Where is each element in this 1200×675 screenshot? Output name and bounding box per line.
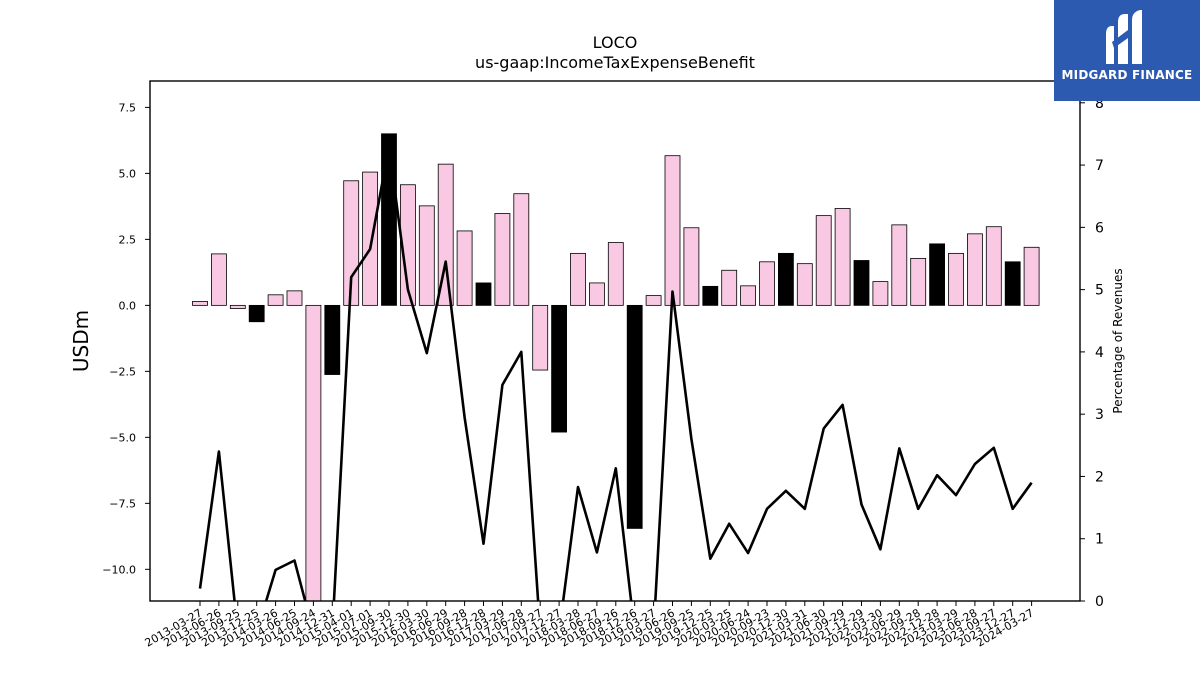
- midgard-m-logo-icon: [1106, 10, 1142, 64]
- bar-2020-12-30: [778, 252, 794, 306]
- bar-2023-06-28: [967, 233, 983, 306]
- y-axis-label: USDm: [69, 310, 93, 372]
- bar-2019-03-27: [645, 295, 662, 306]
- bar-2018-03-28: [570, 252, 586, 306]
- y-tick-label: 2.5: [119, 233, 137, 246]
- bar-2023-09-27: [985, 226, 1002, 306]
- chart-title: LOCO: [593, 33, 638, 52]
- bar-2017-03-29: [494, 213, 511, 306]
- bar-2021-06-30: [815, 215, 832, 306]
- bar-2014-12-31: [324, 304, 341, 375]
- chart-subtitle: us-gaap:IncomeTaxExpenseBenefit: [475, 53, 755, 72]
- midgard-finance-logo: MIDGARD FINANCE: [1054, 0, 1200, 101]
- bar-2019-09-25: [683, 227, 700, 306]
- plot-frame: [149, 80, 1081, 602]
- bar-2015-07-01: [362, 171, 379, 306]
- y-tick-label: 5.0: [119, 167, 137, 180]
- percentage-of-revenues-line: [198, 145, 1033, 601]
- bar-2020-06-24: [740, 285, 756, 306]
- bar-2013-03-27: [192, 301, 208, 306]
- axes: −10.0−7.5−5.0−2.50.02.55.07.501234567820…: [102, 80, 1104, 650]
- bar-2021-03-31: [796, 263, 813, 306]
- bar-2016-03-30: [418, 205, 435, 306]
- bar-2018-09-26: [607, 242, 624, 306]
- bar-2013-12-25: [248, 304, 265, 323]
- bar-2023-12-27: [1004, 261, 1021, 306]
- y2-tick-label: 1: [1095, 532, 1104, 548]
- bar-2014-09-24: [305, 304, 322, 601]
- bar-2020-09-23: [759, 261, 775, 306]
- bar-2015-09-30: [381, 133, 397, 306]
- bar-2021-12-29: [853, 260, 870, 306]
- bar-2018-12-26: [626, 304, 643, 529]
- y-tick-label: 7.5: [119, 101, 137, 114]
- bar-2014-03-26: [267, 294, 284, 306]
- bar-2017-12-27: [551, 304, 567, 433]
- y2-tick-label: 5: [1095, 283, 1104, 299]
- y-tick-label: 0.0: [119, 299, 137, 312]
- bar-2019-12-25: [702, 285, 719, 306]
- bar-2022-12-28: [929, 243, 945, 306]
- bar-2017-06-28: [513, 193, 530, 306]
- y2-tick-label: 7: [1095, 158, 1104, 174]
- y2-tick-label: 8: [1095, 96, 1104, 112]
- bar-2015-12-30: [399, 184, 416, 306]
- y2-tick-label: 4: [1095, 345, 1104, 361]
- bar-2014-06-25: [286, 290, 303, 306]
- y2-tick-label: 3: [1095, 407, 1104, 423]
- logo-text: MIDGARD FINANCE: [1061, 68, 1193, 82]
- y2-axis-label: Percentage of Revenues: [1111, 268, 1125, 413]
- bar-2016-06-29: [437, 163, 454, 306]
- bar-2018-06-27: [589, 282, 605, 306]
- bar-2024-03-27: [1023, 246, 1040, 306]
- bar-2015-04-01: [343, 180, 360, 306]
- bar-2020-03-25: [721, 269, 738, 306]
- bar-series: [192, 133, 1040, 601]
- bar-2016-09-28: [456, 230, 473, 306]
- bar-2022-06-29: [891, 224, 908, 306]
- line-series: [198, 145, 1033, 601]
- bar-2016-12-28: [475, 282, 492, 306]
- y-tick-label: −10.0: [102, 563, 136, 576]
- bar-2013-09-25: [229, 304, 246, 309]
- y2-tick-label: 2: [1095, 469, 1104, 485]
- bar-2019-06-26: [664, 155, 681, 306]
- bar-2022-03-30: [872, 281, 889, 306]
- bar-2013-06-26: [210, 253, 227, 306]
- bar-2022-09-28: [910, 257, 927, 306]
- y2-tick-label: 6: [1095, 220, 1104, 236]
- y2-tick-label: 0: [1095, 594, 1104, 610]
- bar-2021-09-29: [834, 208, 851, 306]
- y-tick-label: −2.5: [109, 365, 136, 378]
- bar-2017-09-27: [532, 304, 549, 371]
- bar-2023-03-29: [948, 252, 964, 306]
- y-tick-label: −7.5: [109, 497, 136, 510]
- y-tick-label: −5.0: [109, 431, 136, 444]
